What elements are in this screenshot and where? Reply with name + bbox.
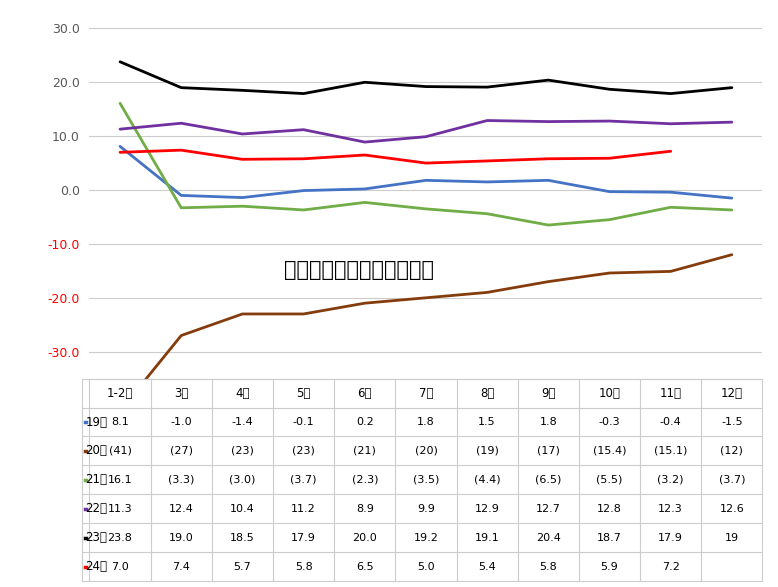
Text: (19): (19): [475, 446, 499, 456]
Text: (41): (41): [109, 446, 131, 456]
Text: 10月: 10月: [598, 387, 620, 400]
Text: 4月: 4月: [235, 387, 250, 400]
Text: 19年: 19年: [86, 416, 107, 429]
Text: -0.4: -0.4: [660, 417, 682, 427]
Text: 3月: 3月: [174, 387, 188, 400]
Text: -0.1: -0.1: [293, 417, 314, 427]
Text: 20.4: 20.4: [536, 533, 561, 543]
Text: 12.4: 12.4: [169, 504, 194, 514]
Text: 9月: 9月: [541, 387, 555, 400]
Text: 20.0: 20.0: [352, 533, 377, 543]
Text: 12.9: 12.9: [475, 504, 499, 514]
Text: 8.1: 8.1: [111, 417, 129, 427]
Text: -1.5: -1.5: [721, 417, 743, 427]
Text: (27): (27): [170, 446, 193, 456]
Text: (3.2): (3.2): [657, 475, 684, 485]
Text: 7.4: 7.4: [172, 562, 190, 572]
Text: 24年: 24年: [86, 560, 107, 573]
Text: 5.4: 5.4: [478, 562, 496, 572]
Text: (12): (12): [720, 446, 743, 456]
Text: 16.1: 16.1: [107, 475, 132, 485]
Text: -1.4: -1.4: [232, 417, 254, 427]
Text: 7月: 7月: [419, 387, 433, 400]
Text: 10.4: 10.4: [230, 504, 254, 514]
Text: (4.4): (4.4): [474, 475, 500, 485]
Text: 18.7: 18.7: [597, 533, 622, 543]
Text: 19.1: 19.1: [475, 533, 499, 543]
Text: 17.9: 17.9: [291, 533, 316, 543]
Text: 1-2月: 1-2月: [107, 387, 133, 400]
Text: 5.7: 5.7: [233, 562, 251, 572]
Text: 19.2: 19.2: [414, 533, 438, 543]
Text: 11.3: 11.3: [107, 504, 132, 514]
Text: 9.9: 9.9: [417, 504, 435, 514]
Text: 7.2: 7.2: [662, 562, 680, 572]
Text: 18.5: 18.5: [230, 533, 254, 543]
Text: 12.8: 12.8: [597, 504, 622, 514]
Text: 19: 19: [725, 533, 739, 543]
Text: (23): (23): [231, 446, 254, 456]
Text: 5.9: 5.9: [601, 562, 619, 572]
Text: 12.6: 12.6: [720, 504, 745, 514]
Text: 20年: 20年: [86, 444, 107, 457]
Text: 21年: 21年: [86, 473, 107, 487]
Text: 6.5: 6.5: [356, 562, 373, 572]
Text: 8月: 8月: [480, 387, 494, 400]
Text: 1.8: 1.8: [539, 417, 557, 427]
Text: 5.8: 5.8: [539, 562, 557, 572]
Text: 11月: 11月: [660, 387, 682, 400]
Text: 5.8: 5.8: [295, 562, 313, 572]
Text: 0.2: 0.2: [356, 417, 373, 427]
Text: 汽车投资额年累计增速走势: 汽车投资额年累计增速走势: [284, 260, 433, 281]
Text: 12.3: 12.3: [658, 504, 683, 514]
Text: (3.5): (3.5): [413, 475, 439, 485]
Text: (5.5): (5.5): [596, 475, 622, 485]
Text: (3.0): (3.0): [230, 475, 256, 485]
Text: 11.2: 11.2: [291, 504, 316, 514]
Text: 12月: 12月: [721, 387, 743, 400]
Text: 23年: 23年: [86, 531, 107, 544]
Text: 8.9: 8.9: [356, 504, 373, 514]
Text: 23.8: 23.8: [107, 533, 132, 543]
Text: 12.7: 12.7: [536, 504, 561, 514]
Text: (20): (20): [415, 446, 437, 456]
Text: 7.0: 7.0: [111, 562, 129, 572]
Text: (15.1): (15.1): [654, 446, 687, 456]
Text: -0.3: -0.3: [599, 417, 620, 427]
Text: (3.3): (3.3): [168, 475, 194, 485]
Text: 6月: 6月: [358, 387, 372, 400]
Text: (6.5): (6.5): [535, 475, 562, 485]
Text: -1.0: -1.0: [170, 417, 192, 427]
Text: (23): (23): [293, 446, 315, 456]
Text: (3.7): (3.7): [719, 475, 745, 485]
Text: 17.9: 17.9: [658, 533, 683, 543]
Text: (21): (21): [353, 446, 377, 456]
Text: (2.3): (2.3): [352, 475, 378, 485]
Text: 1.8: 1.8: [417, 417, 435, 427]
Text: 5月: 5月: [296, 387, 310, 400]
Text: (17): (17): [537, 446, 559, 456]
Text: (15.4): (15.4): [593, 446, 626, 456]
Text: 5.0: 5.0: [417, 562, 435, 572]
Text: (3.7): (3.7): [290, 475, 317, 485]
Text: 1.5: 1.5: [478, 417, 496, 427]
Text: 19.0: 19.0: [169, 533, 194, 543]
Text: 22年: 22年: [86, 502, 107, 515]
